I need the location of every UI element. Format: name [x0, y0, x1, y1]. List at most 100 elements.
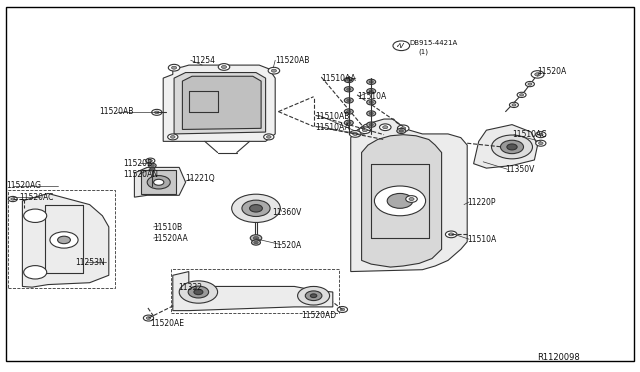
Circle shape [367, 100, 376, 105]
Text: ✓: ✓ [395, 43, 400, 48]
Polygon shape [362, 135, 442, 267]
Circle shape [393, 41, 410, 51]
Polygon shape [163, 65, 275, 141]
Circle shape [517, 92, 526, 97]
Text: 11510AB: 11510AB [316, 112, 350, 121]
Circle shape [387, 193, 413, 208]
Polygon shape [351, 119, 467, 272]
Circle shape [252, 240, 260, 245]
Circle shape [397, 128, 406, 134]
Circle shape [344, 87, 353, 92]
Circle shape [253, 241, 259, 244]
Polygon shape [173, 272, 333, 311]
Polygon shape [22, 193, 109, 287]
Circle shape [179, 281, 218, 303]
Circle shape [347, 110, 351, 113]
Text: 11520AG: 11520AG [6, 182, 42, 190]
Text: 11332: 11332 [178, 283, 202, 292]
Text: 11520AB: 11520AB [275, 56, 310, 65]
Circle shape [253, 237, 259, 240]
Text: 11221Q: 11221Q [186, 174, 215, 183]
Circle shape [8, 196, 17, 202]
Text: 11350V: 11350V [506, 165, 535, 174]
Circle shape [369, 101, 374, 104]
Circle shape [492, 135, 532, 159]
Text: 11520A: 11520A [272, 241, 301, 250]
Text: 11510AC: 11510AC [512, 130, 547, 139]
Circle shape [347, 88, 351, 90]
Circle shape [349, 131, 361, 137]
Circle shape [250, 235, 262, 241]
Text: V: V [399, 43, 404, 49]
Circle shape [367, 111, 376, 116]
Circle shape [242, 200, 270, 217]
Circle shape [369, 112, 374, 115]
Text: 11520AB: 11520AB [99, 107, 134, 116]
Text: 11520AA: 11520AA [154, 234, 188, 243]
Circle shape [58, 236, 70, 244]
Text: 11510A: 11510A [467, 235, 497, 244]
Circle shape [347, 78, 351, 81]
Text: 11520AE: 11520AE [150, 319, 184, 328]
Circle shape [250, 205, 262, 212]
Circle shape [221, 65, 227, 68]
Circle shape [538, 133, 543, 136]
Circle shape [218, 64, 230, 70]
Circle shape [24, 209, 47, 222]
Text: 11520AC: 11520AC [19, 193, 54, 202]
Circle shape [528, 83, 532, 85]
Circle shape [298, 286, 330, 305]
Circle shape [399, 129, 404, 132]
Circle shape [310, 294, 317, 298]
Circle shape [344, 77, 353, 83]
Circle shape [531, 71, 544, 78]
Circle shape [271, 69, 276, 72]
Text: 11520A: 11520A [538, 67, 567, 76]
Circle shape [367, 122, 376, 127]
Polygon shape [182, 76, 261, 129]
Text: 11510A: 11510A [357, 92, 387, 101]
Circle shape [383, 126, 388, 129]
Circle shape [380, 124, 391, 131]
Text: 11520AD: 11520AD [301, 311, 336, 320]
Circle shape [188, 286, 209, 298]
Circle shape [344, 120, 353, 125]
Text: 11254: 11254 [191, 56, 215, 65]
Circle shape [50, 232, 78, 248]
Circle shape [340, 308, 345, 311]
Circle shape [168, 134, 178, 140]
Circle shape [500, 140, 524, 154]
Text: 11510B: 11510B [154, 223, 183, 232]
Circle shape [347, 99, 351, 102]
Circle shape [172, 66, 177, 69]
Circle shape [362, 129, 367, 132]
Circle shape [150, 168, 155, 171]
Circle shape [536, 132, 546, 138]
Circle shape [397, 125, 409, 132]
Text: 11360V: 11360V [272, 208, 301, 217]
Circle shape [344, 109, 353, 114]
Circle shape [152, 109, 162, 115]
Circle shape [143, 315, 154, 321]
Text: 11253N: 11253N [76, 258, 105, 267]
Circle shape [232, 194, 280, 222]
Circle shape [264, 134, 274, 140]
Circle shape [507, 144, 517, 150]
Circle shape [449, 233, 454, 236]
Circle shape [369, 123, 374, 126]
Circle shape [369, 80, 374, 83]
Text: (1): (1) [418, 49, 428, 55]
Circle shape [401, 127, 406, 130]
Text: DB915-4421A: DB915-4421A [410, 40, 458, 46]
Circle shape [520, 94, 524, 96]
Bar [8, 190, 115, 288]
Text: R1120098: R1120098 [538, 353, 580, 362]
Circle shape [305, 291, 322, 301]
Polygon shape [141, 170, 176, 194]
Circle shape [538, 142, 543, 145]
Circle shape [344, 98, 353, 103]
Circle shape [536, 140, 546, 146]
Circle shape [535, 73, 540, 76]
Circle shape [347, 121, 351, 124]
Text: 11510AA: 11510AA [321, 74, 356, 83]
